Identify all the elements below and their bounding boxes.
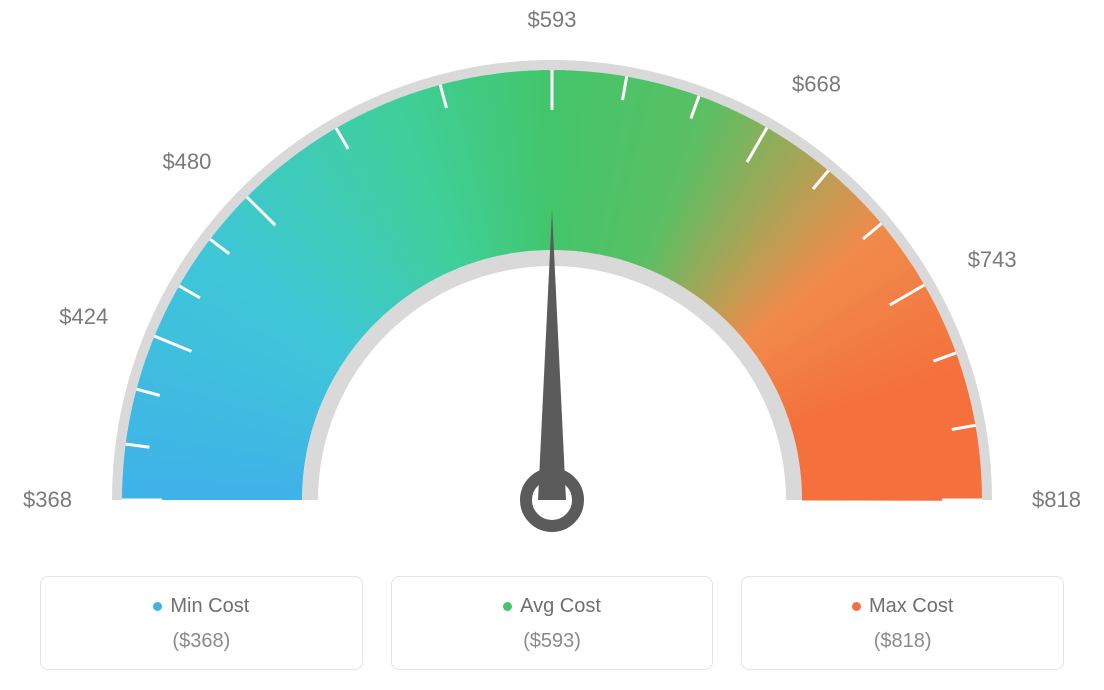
legend-title-max: Max Cost — [852, 595, 953, 618]
legend-value-min: ($368) — [51, 630, 352, 653]
legend-card-max: Max Cost ($818) — [741, 576, 1064, 670]
gauge-tick-label: $424 — [59, 304, 108, 329]
gauge-tick-label: $593 — [528, 7, 577, 32]
legend-title-max-text: Max Cost — [869, 595, 953, 618]
legend-row: Min Cost ($368) Avg Cost ($593) Max Cost… — [40, 576, 1064, 670]
gauge-tick-label: $480 — [162, 149, 211, 174]
dot-max-icon — [852, 602, 861, 611]
legend-title-avg-text: Avg Cost — [520, 595, 601, 618]
gauge-area: $368 $424 $480 $593 $668 $743 $818 — [0, 0, 1104, 560]
dot-avg-icon — [503, 602, 512, 611]
dot-min-icon — [153, 602, 162, 611]
legend-value-max: ($818) — [752, 630, 1053, 653]
legend-title-min-text: Min Cost — [170, 595, 249, 618]
gauge-tick-label: $668 — [792, 71, 841, 96]
legend-card-avg: Avg Cost ($593) — [391, 576, 714, 670]
gauge-tick-label: $368 — [23, 487, 72, 512]
gauge-svg: $368 $424 $480 $593 $668 $743 $818 — [0, 0, 1104, 560]
cost-gauge-chart: { "gauge": { "type": "gauge", "min_value… — [0, 0, 1104, 690]
legend-title-avg: Avg Cost — [503, 595, 601, 618]
gauge-tick-label: $818 — [1032, 487, 1081, 512]
legend-title-min: Min Cost — [153, 595, 249, 618]
gauge-tick-label: $743 — [968, 247, 1017, 272]
legend-value-avg: ($593) — [402, 630, 703, 653]
legend-card-min: Min Cost ($368) — [40, 576, 363, 670]
